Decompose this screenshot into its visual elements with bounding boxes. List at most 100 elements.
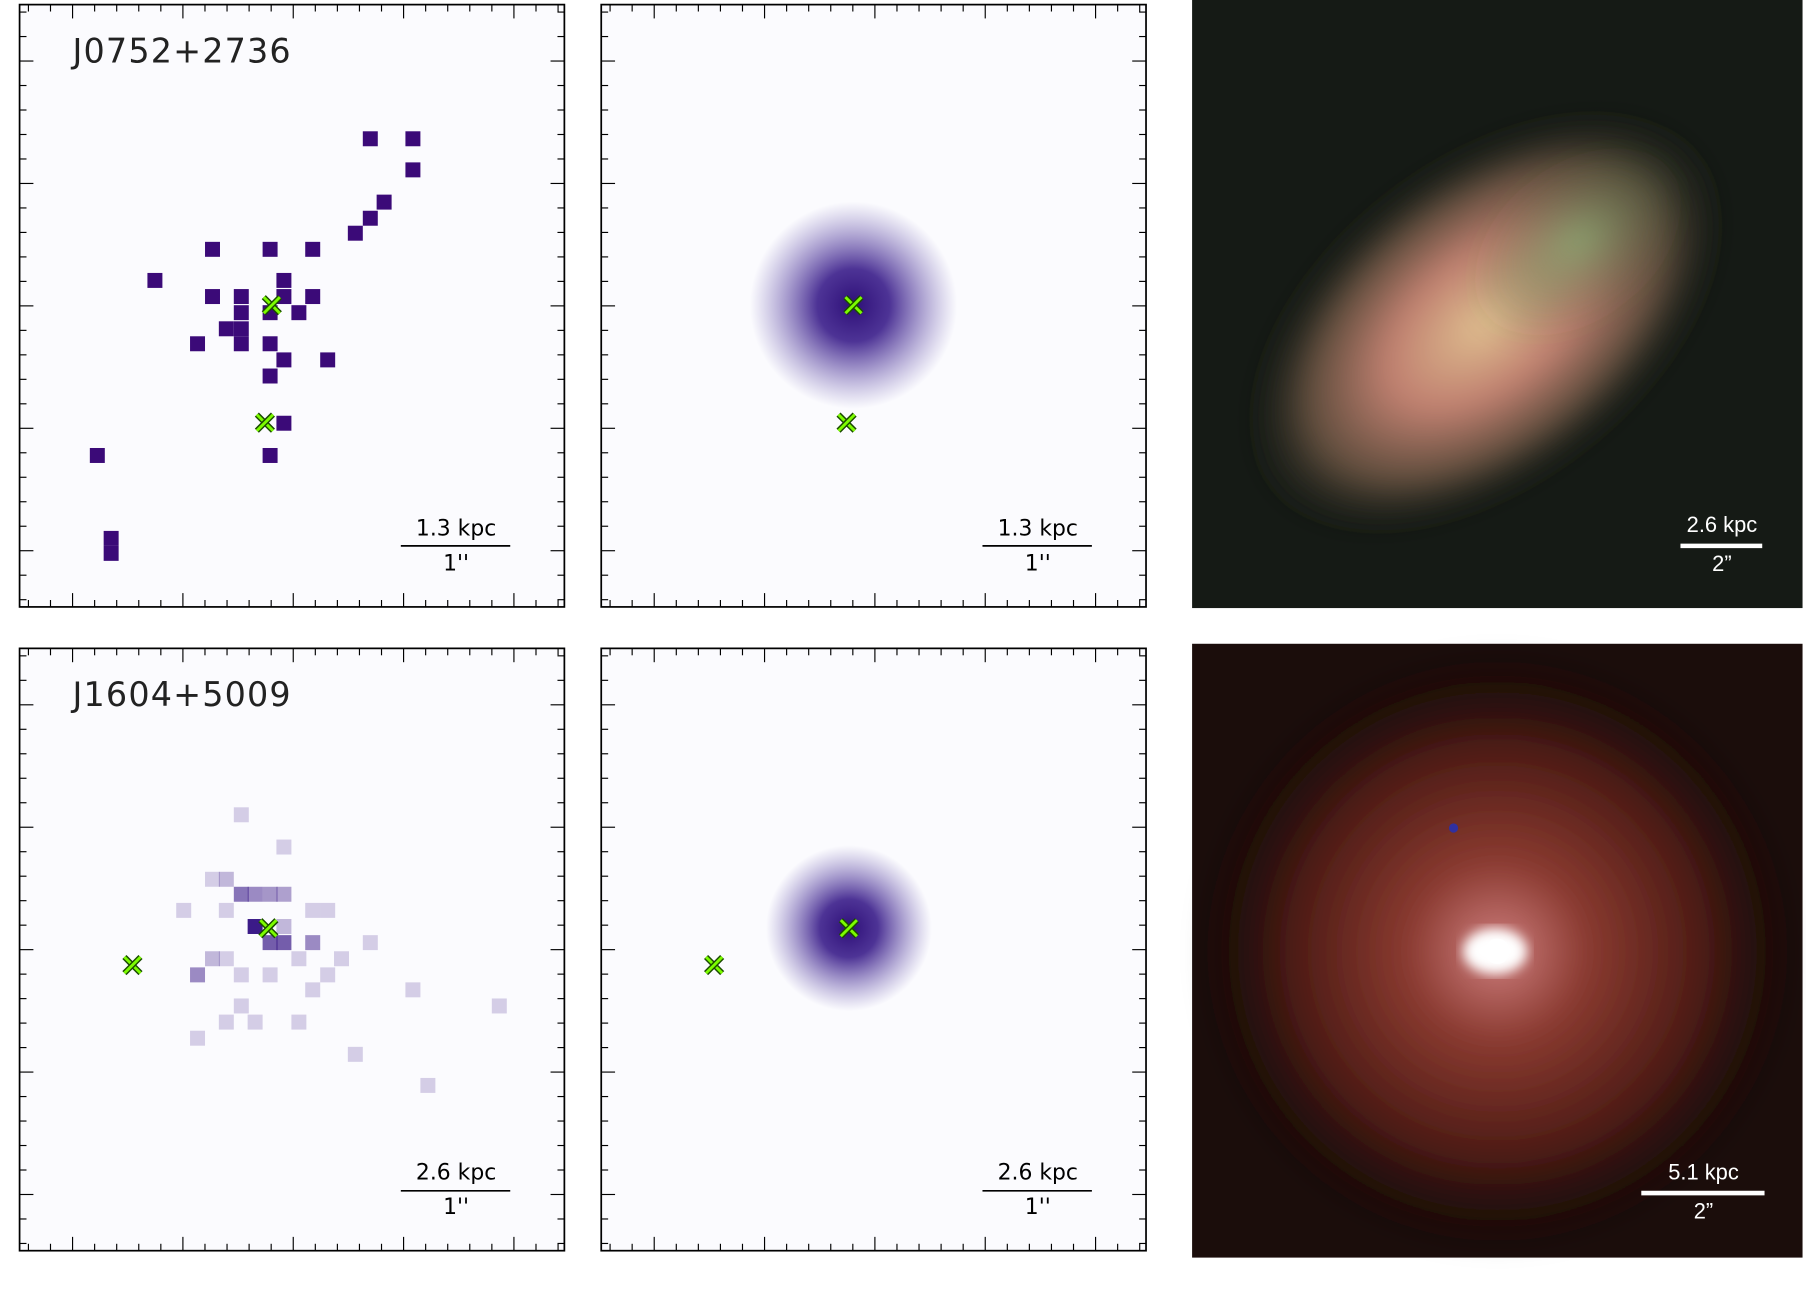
source-name: J1604+5009	[71, 675, 292, 714]
pixel	[262, 241, 278, 257]
pixel	[291, 951, 307, 967]
scale-kpc: 1.3 kpc	[998, 517, 1078, 542]
scale-kpc: 2.6 kpc	[1687, 512, 1758, 537]
pixel	[320, 352, 336, 368]
pixel	[262, 447, 278, 463]
pixel	[276, 839, 292, 855]
pixel	[276, 886, 292, 902]
panel-frame	[18, 647, 566, 1252]
scale-kpc: 2.6 kpc	[416, 1161, 496, 1186]
pixel	[218, 321, 234, 337]
pixel	[205, 951, 220, 967]
marker-stroke	[259, 919, 278, 938]
pixel	[218, 871, 234, 887]
marker-stroke	[262, 296, 281, 315]
pixel	[262, 336, 278, 352]
pixel	[405, 982, 421, 998]
pixel	[320, 902, 336, 918]
pixel	[376, 194, 392, 210]
position-marker	[258, 918, 279, 939]
pixel	[205, 241, 220, 257]
pixel	[233, 967, 249, 983]
pixel	[233, 886, 249, 902]
marker-stroke	[705, 956, 724, 975]
pixel	[305, 241, 321, 257]
pixel	[405, 131, 421, 147]
pixel	[334, 951, 349, 967]
pixel	[262, 886, 278, 902]
pixel	[233, 336, 249, 352]
scale-kpc: 5.1 kpc	[1668, 1159, 1739, 1184]
pixel	[262, 368, 278, 384]
pixel	[276, 415, 292, 431]
pixel	[305, 982, 321, 998]
pixel	[247, 886, 263, 902]
marker-stroke	[255, 413, 274, 432]
pixel	[103, 545, 119, 561]
pixel	[218, 1014, 234, 1030]
scale-kpc: 2.6 kpc	[998, 1161, 1078, 1186]
source-name: J0752+2736	[71, 31, 292, 70]
pixel	[190, 1030, 206, 1046]
star	[1448, 823, 1459, 833]
position-marker	[704, 954, 725, 976]
pixel	[147, 272, 163, 288]
pixel	[362, 131, 378, 147]
pixel	[405, 162, 421, 178]
marker-stroke	[844, 296, 863, 315]
pixel	[291, 1014, 307, 1030]
position-marker	[843, 295, 864, 316]
pixel	[276, 272, 292, 288]
position-marker	[838, 918, 859, 939]
pixel	[103, 530, 119, 546]
pixel	[305, 935, 321, 951]
pixel	[420, 1077, 436, 1093]
position-marker	[261, 295, 282, 316]
pixel	[347, 225, 363, 241]
pixel	[233, 289, 249, 305]
pixel	[362, 210, 378, 226]
scale-arcsec: 1''	[443, 1195, 469, 1220]
pixel	[233, 321, 249, 337]
pixel	[276, 352, 292, 368]
pixel	[276, 935, 292, 951]
pixel	[233, 998, 249, 1014]
position-marker	[254, 412, 276, 433]
scale-arcsec: 2”	[1694, 1198, 1713, 1223]
scale-kpc: 1.3 kpc	[416, 517, 496, 542]
marker-stroke	[123, 956, 142, 975]
pixel	[362, 935, 378, 951]
panels	[18, 0, 1803, 1258]
pixel	[190, 336, 206, 352]
scale-arcsec: 1''	[1025, 1195, 1051, 1220]
pixel	[89, 447, 105, 463]
scale-arcsec: 2”	[1712, 551, 1731, 576]
scale-arcsec: 1''	[1025, 551, 1051, 576]
pixel	[233, 807, 249, 823]
pixel	[176, 902, 192, 918]
pixel	[247, 1014, 263, 1030]
pixel	[347, 1046, 363, 1062]
pixel	[262, 967, 278, 983]
pixel	[320, 967, 336, 983]
position-marker	[836, 412, 857, 433]
marker-stroke	[837, 413, 856, 432]
pixel	[305, 902, 321, 918]
galaxy-glow	[1466, 141, 1690, 343]
pixel	[291, 305, 307, 321]
pixel	[218, 902, 234, 918]
pixel	[205, 871, 220, 887]
pixel	[276, 919, 292, 934]
pixel	[190, 967, 206, 983]
pixel	[205, 289, 220, 305]
pixel	[218, 951, 234, 967]
marker-stroke	[839, 919, 858, 938]
galaxy-core	[1484, 938, 1510, 964]
scale-arcsec: 1''	[443, 551, 469, 576]
pixel	[262, 935, 278, 951]
pixel	[491, 998, 507, 1014]
pixel	[233, 305, 249, 321]
pixel	[305, 289, 321, 305]
